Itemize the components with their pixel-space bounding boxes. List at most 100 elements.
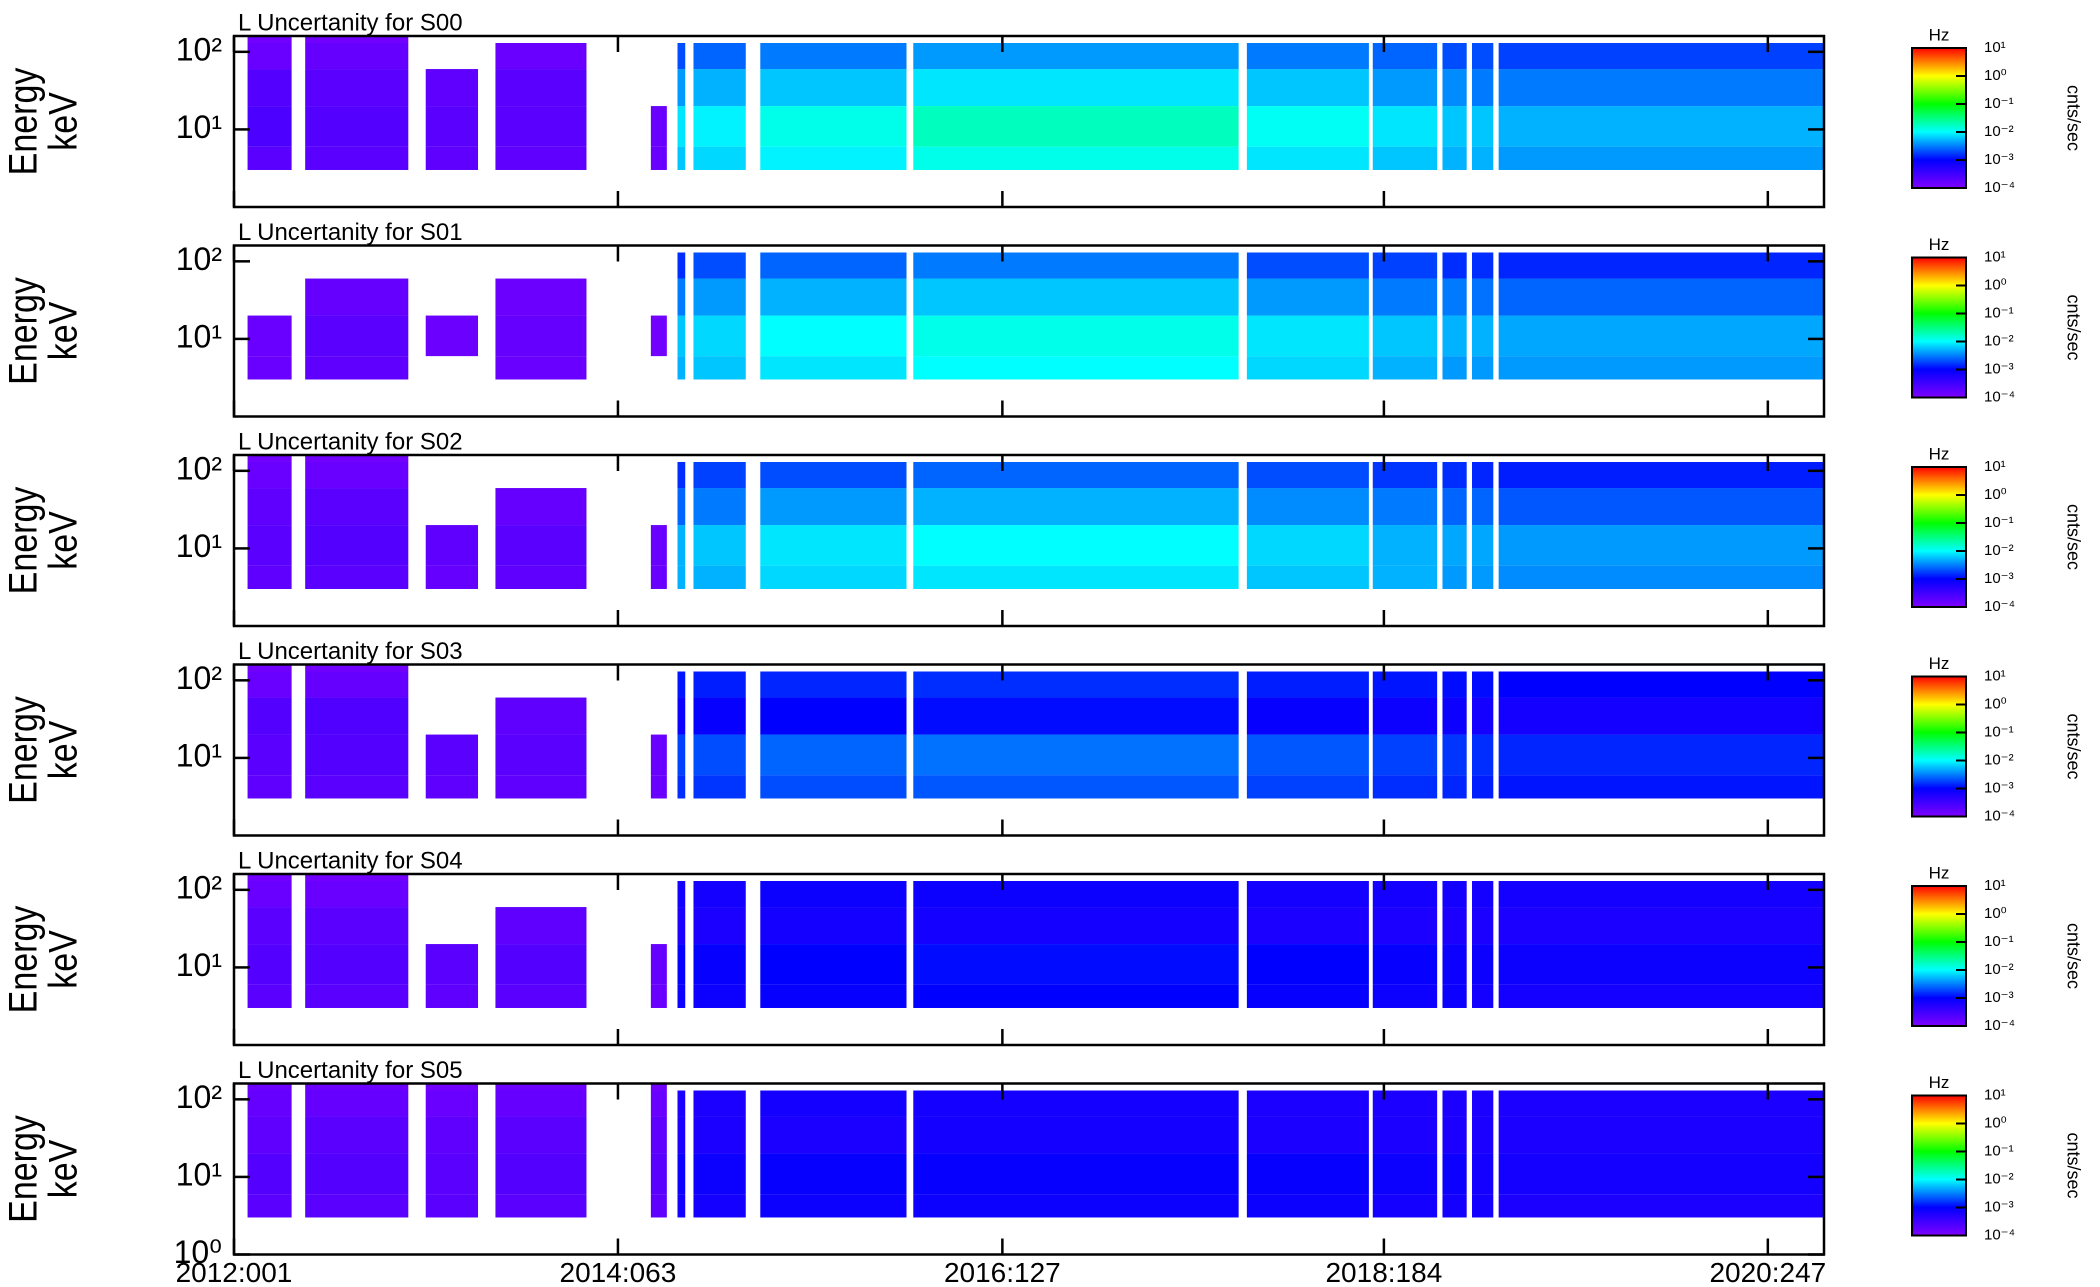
heatmap-cell xyxy=(760,42,907,70)
plot-frame xyxy=(232,453,1826,628)
heatmap-cell xyxy=(1472,42,1494,70)
heatmap-cell xyxy=(305,36,409,43)
heatmap-cell xyxy=(913,525,1239,566)
heatmap-cell xyxy=(305,775,409,799)
colorbar-label: cnts/sec xyxy=(2063,713,2083,779)
colorbar-tick-label: 10⁻³ xyxy=(1984,779,2014,796)
heatmap-cell xyxy=(305,488,409,526)
heatmap-cell xyxy=(1246,69,1369,107)
heatmap-cell xyxy=(247,146,292,170)
heatmap-cell xyxy=(677,525,686,566)
heatmap-cell xyxy=(693,252,746,279)
heatmap-cell xyxy=(1246,461,1369,489)
colorbar-tick-label: 10¹ xyxy=(1984,1086,2006,1103)
heatmap-cell xyxy=(1498,146,1824,170)
heatmap-cell xyxy=(913,1090,1239,1117)
heatmap-cell xyxy=(913,356,1239,380)
x-tick-label: 2012:001 xyxy=(176,1257,293,1287)
y-axis-label: keV xyxy=(40,1139,85,1198)
heatmap-cell xyxy=(677,278,686,316)
y-axis-label: keV xyxy=(40,511,85,570)
heatmap-cell xyxy=(1472,907,1494,945)
heatmap-cell xyxy=(650,525,667,566)
colorbar-label: cnts/sec xyxy=(2063,85,2083,151)
heatmap-cell xyxy=(1498,775,1824,799)
heatmap-cell xyxy=(650,315,667,357)
heatmap-cell xyxy=(677,252,686,279)
heatmap-cell xyxy=(1442,1090,1467,1117)
heatmap-cell xyxy=(247,106,292,147)
heatmap-cell xyxy=(677,734,686,776)
heatmap-cell xyxy=(693,907,746,945)
colorbar-tick-label: 10⁻¹ xyxy=(1984,514,2014,531)
heatmap-cell xyxy=(913,69,1239,107)
colorbar-label: cnts/sec xyxy=(2063,1132,2083,1198)
colorbar-tick-label: 10⁻⁴ xyxy=(1984,598,2015,615)
heatmap-cell xyxy=(305,907,409,945)
heatmap-cell xyxy=(495,907,587,945)
panel-title: L Uncertanity for S01 xyxy=(238,219,463,246)
heatmap-cell xyxy=(425,1083,479,1091)
colorbar-tick-label: 10⁰ xyxy=(1984,276,2007,293)
colorbar-label: cnts/sec xyxy=(2063,923,2083,989)
heatmap-cell xyxy=(760,1116,907,1154)
heatmap-cell xyxy=(1442,880,1467,908)
heatmap-cell xyxy=(760,944,907,985)
heatmap-cell xyxy=(1372,252,1438,279)
heatmap-cell xyxy=(760,146,907,170)
heatmap-cell xyxy=(247,1194,292,1218)
heatmap-cell xyxy=(1442,907,1467,945)
heatmap-cell xyxy=(1246,42,1369,70)
heatmap-cell xyxy=(677,106,686,147)
heatmap-cell xyxy=(495,146,587,170)
colorbar-tick-label: 10⁻³ xyxy=(1984,989,2014,1006)
y-tick-label: 10¹ xyxy=(176,318,222,354)
heatmap-cell xyxy=(760,907,907,945)
heatmap-cell xyxy=(913,315,1239,357)
heatmap-cell xyxy=(693,944,746,985)
colorbar-tick-label: 10⁰ xyxy=(1984,1114,2007,1131)
heatmap-cell xyxy=(1372,315,1438,357)
colorbar-label: cnts/sec xyxy=(2063,504,2083,570)
heatmap-cell xyxy=(495,775,587,799)
y-tick-label: 10¹ xyxy=(176,528,222,564)
heatmap-cell xyxy=(247,1083,292,1091)
colorbar-tick-label: 10⁰ xyxy=(1984,67,2007,84)
heatmap-cell xyxy=(1472,106,1494,147)
heatmap-cell xyxy=(1442,488,1467,526)
heatmap-cell xyxy=(247,1153,292,1195)
y-tick-label: 10² xyxy=(176,869,223,905)
y-axis-label: Energy xyxy=(0,486,45,594)
heatmap-cell xyxy=(677,1153,686,1195)
heatmap-cell xyxy=(913,146,1239,170)
heatmap-cell xyxy=(425,315,479,357)
colorbar-title: Hz xyxy=(1929,1073,1950,1092)
heatmap-cell xyxy=(1372,106,1438,147)
heatmap-cell xyxy=(1442,1153,1467,1195)
heatmap-cell xyxy=(305,525,409,566)
heatmap-cell xyxy=(1498,356,1824,380)
heatmap-cell xyxy=(650,944,667,985)
colorbar-tick-label: 10⁻³ xyxy=(1984,1198,2014,1215)
colorbar-tick-label: 10⁻⁴ xyxy=(1984,179,2015,196)
heatmap-cell xyxy=(760,671,907,698)
heatmap-cell xyxy=(1246,984,1369,1008)
heatmap-cell xyxy=(693,356,746,380)
heatmap-cell xyxy=(1246,1090,1369,1117)
heatmap-cell xyxy=(1498,734,1824,776)
heatmap-cell xyxy=(1442,461,1467,489)
heatmap-cell xyxy=(495,488,587,526)
heatmap-cell xyxy=(650,775,667,799)
heatmap-cell xyxy=(1472,734,1494,776)
heatmap-cell xyxy=(1372,1153,1438,1195)
heatmap-cell xyxy=(693,488,746,526)
heatmap-cell xyxy=(1246,278,1369,316)
heatmap-cell xyxy=(650,734,667,776)
heatmap-cell xyxy=(693,461,746,489)
heatmap-cell xyxy=(1246,565,1369,589)
heatmap-cell xyxy=(693,1153,746,1195)
heatmap-cell xyxy=(1442,356,1467,380)
y-tick-label: 10² xyxy=(176,241,223,277)
heatmap-cell xyxy=(1472,69,1494,107)
y-tick-label: 10⁰ xyxy=(174,1234,222,1270)
